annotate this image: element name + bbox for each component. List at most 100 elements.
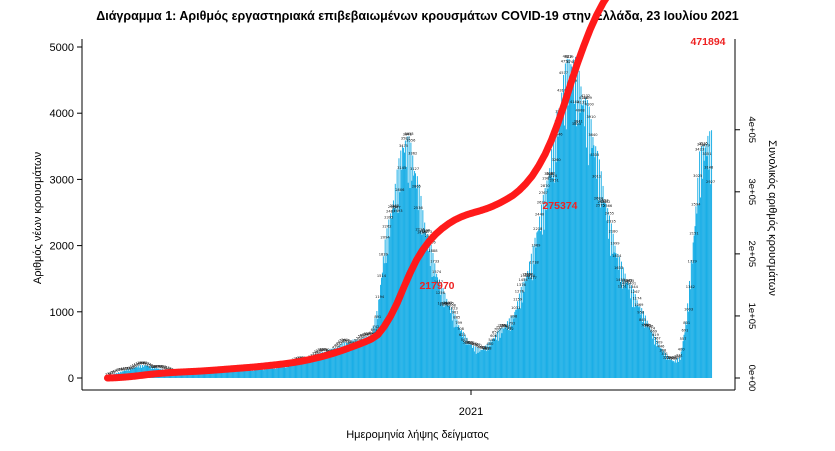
bar bbox=[377, 319, 379, 378]
data-label: 1095 bbox=[445, 302, 454, 306]
bar bbox=[484, 345, 486, 378]
bar bbox=[409, 188, 411, 378]
bar bbox=[470, 344, 472, 378]
bar bbox=[548, 176, 550, 378]
bar bbox=[405, 166, 407, 378]
bar bbox=[248, 369, 250, 378]
data-label: 1733 bbox=[430, 259, 439, 263]
data-label: 648 bbox=[369, 331, 377, 335]
bar bbox=[379, 298, 381, 378]
data-label: 467 bbox=[474, 343, 481, 347]
bar bbox=[394, 183, 396, 378]
bar bbox=[547, 188, 549, 378]
bar bbox=[583, 100, 585, 378]
bar bbox=[573, 59, 575, 379]
y2-tick-label: 0e+00 bbox=[746, 365, 757, 392]
bar bbox=[506, 321, 508, 378]
bar bbox=[598, 159, 600, 378]
data-label: 4819 bbox=[564, 55, 574, 59]
data-label: 1454 bbox=[518, 278, 528, 282]
y-tick-label: 0 bbox=[68, 373, 74, 385]
bar bbox=[542, 194, 544, 378]
bar bbox=[596, 178, 598, 378]
bar bbox=[436, 273, 438, 378]
bar bbox=[239, 371, 241, 378]
bar bbox=[488, 341, 490, 378]
bar bbox=[301, 361, 302, 378]
bar bbox=[483, 350, 485, 378]
bar bbox=[669, 359, 671, 378]
bar bbox=[280, 366, 282, 378]
bar bbox=[348, 341, 350, 378]
bar bbox=[357, 342, 359, 378]
bar bbox=[203, 372, 205, 378]
bar bbox=[691, 263, 693, 378]
data-label: 2566 bbox=[603, 204, 613, 208]
bar bbox=[491, 341, 493, 378]
data-label: 67 bbox=[113, 370, 118, 374]
bar bbox=[620, 282, 622, 378]
data-label: 1031 bbox=[511, 306, 520, 310]
bar bbox=[293, 364, 295, 378]
bar bbox=[225, 370, 227, 378]
bar bbox=[373, 331, 375, 378]
bar bbox=[540, 204, 542, 378]
bar bbox=[234, 370, 236, 378]
bar bbox=[616, 257, 618, 378]
bar bbox=[182, 372, 184, 378]
bar bbox=[230, 370, 232, 378]
bar bbox=[537, 231, 539, 378]
bar bbox=[222, 370, 224, 378]
data-label: 2183 bbox=[419, 229, 428, 233]
bar bbox=[310, 356, 312, 378]
y-tick-label: 5000 bbox=[50, 42, 74, 54]
bar bbox=[207, 372, 209, 378]
data-label: 714 bbox=[648, 327, 656, 331]
bar bbox=[358, 340, 359, 378]
bar bbox=[346, 343, 348, 378]
bar bbox=[188, 373, 190, 378]
bar bbox=[531, 280, 533, 378]
bar bbox=[641, 308, 643, 378]
bar bbox=[486, 344, 488, 378]
bar bbox=[402, 146, 404, 378]
bar bbox=[233, 370, 235, 378]
bar bbox=[223, 370, 225, 378]
bar bbox=[628, 289, 630, 378]
bar bbox=[627, 282, 629, 378]
data-label: 1069 bbox=[634, 303, 644, 307]
bar bbox=[708, 169, 710, 378]
bar bbox=[655, 346, 657, 378]
bar bbox=[296, 361, 298, 378]
bar bbox=[544, 188, 546, 378]
bar bbox=[183, 373, 185, 378]
data-label: 2262 bbox=[382, 224, 391, 228]
bar bbox=[292, 363, 294, 378]
bar bbox=[186, 373, 188, 378]
bar bbox=[440, 283, 442, 378]
bar bbox=[483, 347, 485, 378]
bar bbox=[499, 337, 501, 378]
data-label: 2985 bbox=[542, 176, 551, 180]
bar bbox=[521, 302, 523, 378]
bar bbox=[457, 326, 459, 378]
data-label: 77 bbox=[114, 369, 119, 373]
bar bbox=[395, 209, 397, 378]
bar bbox=[527, 270, 529, 378]
bar bbox=[301, 359, 303, 378]
data-label: 2865 bbox=[412, 184, 421, 188]
data-label: 1435 bbox=[625, 279, 634, 283]
bar bbox=[612, 233, 614, 378]
bar bbox=[317, 357, 319, 378]
data-label: 742 bbox=[373, 325, 380, 329]
data-label: 799 bbox=[455, 321, 463, 325]
bar bbox=[498, 329, 500, 378]
data-label: 3648 bbox=[403, 133, 413, 137]
data-label: 1535 bbox=[522, 272, 531, 276]
bar bbox=[200, 372, 202, 378]
data-label: 196 bbox=[139, 361, 147, 365]
bar bbox=[608, 238, 610, 378]
data-label: 3515 bbox=[699, 141, 708, 145]
bar bbox=[211, 370, 213, 378]
data-label: 3011 bbox=[592, 175, 601, 179]
